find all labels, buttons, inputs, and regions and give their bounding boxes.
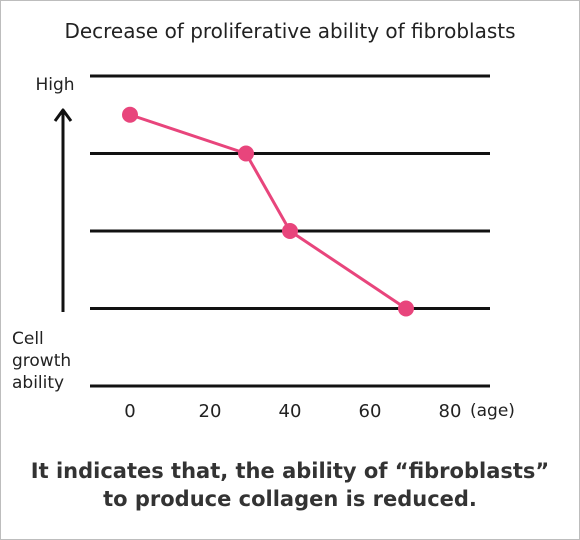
grid-lines [90, 74, 490, 388]
data-series [122, 106, 414, 317]
x-axis-unit-label: (age) [470, 401, 515, 421]
y-axis-label-line-1: Cell [12, 329, 44, 349]
data-point [238, 145, 254, 162]
x-tick-label: 80 [439, 401, 462, 422]
data-point [122, 106, 138, 123]
y-axis-arrow [53, 108, 73, 312]
x-tick-label: 40 [279, 401, 302, 422]
x-tick-label: 60 [359, 401, 382, 422]
x-axis-ticks: 0 20 40 60 80 [124, 401, 461, 422]
caption-line-1: It indicates that, the ability of “fibro… [31, 459, 549, 483]
data-point [398, 300, 414, 317]
y-axis-label-line-3: ability [12, 373, 64, 393]
x-tick-label: 20 [199, 401, 222, 422]
caption-line-2: to produce collagen is reduced. [103, 487, 477, 511]
chart-title: Decrease of proliferative ability of fib… [64, 19, 515, 43]
series-line [129, 113, 407, 310]
y-axis-high-label: High [35, 75, 74, 95]
x-tick-label: 0 [124, 401, 135, 422]
y-axis-label-line-2: growth [12, 351, 71, 371]
data-point [282, 223, 298, 239]
